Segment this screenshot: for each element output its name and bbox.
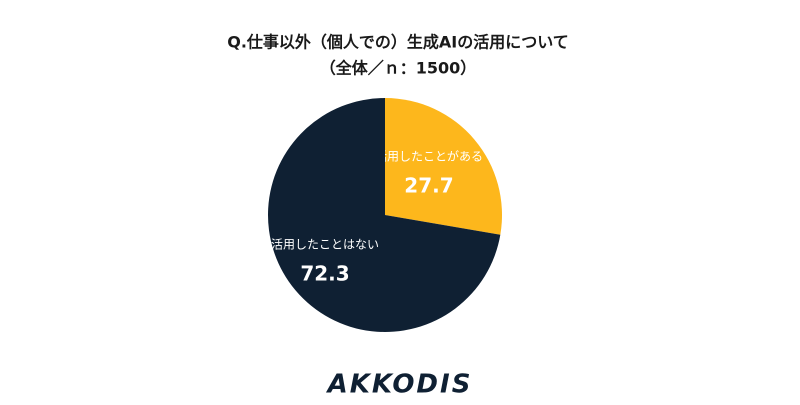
- slice-label: 活用したことがある: [375, 149, 483, 164]
- chart-subtitle: （全体／ｎ：1500）: [320, 59, 477, 78]
- logo: AKKODIS: [326, 370, 473, 400]
- pie-slice: [385, 98, 502, 235]
- chart-title: Q.仕事以外（個人での）生成AIの活用について: [227, 33, 569, 52]
- slice-value: 27.7: [404, 174, 453, 198]
- pie-slice: [268, 98, 501, 333]
- slice-value: 72.3: [300, 261, 349, 285]
- slice-label: 活用したことはない: [271, 237, 379, 251]
